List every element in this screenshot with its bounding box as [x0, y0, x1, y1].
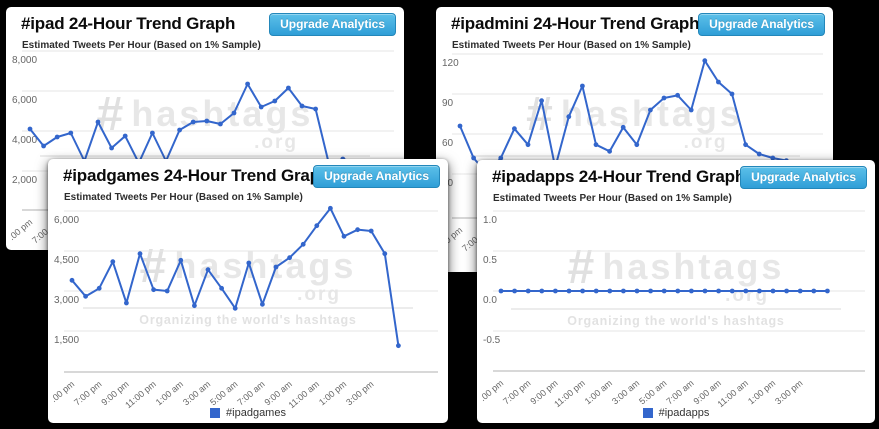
svg-text:6,000: 6,000	[54, 215, 79, 226]
svg-text:90: 90	[442, 98, 454, 109]
svg-text:-0.5: -0.5	[483, 335, 501, 346]
svg-text:7:00 am: 7:00 am	[235, 379, 266, 408]
svg-text:7:00 am: 7:00 am	[664, 378, 695, 407]
chart-subtitle: Estimated Tweets Per Hour (Based on 1% S…	[64, 192, 303, 203]
svg-text:11:00 pm: 11:00 pm	[123, 379, 158, 410]
panel-title: #ipadapps 24-Hour Trend Graph	[492, 167, 746, 186]
chart-legend: #ipadapps	[477, 407, 875, 419]
svg-text:4,500: 4,500	[54, 255, 79, 266]
svg-text:11:00 am: 11:00 am	[286, 379, 321, 410]
svg-text:0.5: 0.5	[483, 255, 497, 266]
svg-text:1.0: 1.0	[483, 215, 497, 226]
panel-ipadgames: # hashtags .org Organizing the world's ha…	[48, 159, 448, 423]
legend-label: #ipadapps	[658, 407, 710, 419]
svg-text:1:00 pm: 1:00 pm	[317, 379, 348, 408]
upgrade-analytics-button[interactable]: Upgrade Analytics	[313, 165, 440, 188]
svg-text:8,000: 8,000	[12, 55, 37, 66]
legend-swatch	[642, 408, 653, 418]
svg-text:7:00 pm: 7:00 pm	[501, 378, 532, 407]
svg-text:1,500: 1,500	[54, 335, 79, 346]
svg-text:3:00 am: 3:00 am	[610, 378, 641, 407]
svg-text:0.0: 0.0	[483, 295, 497, 306]
svg-text:11:00 am: 11:00 am	[715, 378, 750, 409]
svg-text:11:00 pm: 11:00 pm	[552, 378, 587, 409]
svg-text:1:00 am: 1:00 am	[583, 378, 614, 407]
panel-ipadapps: # hashtags .org Organizing the world's ha…	[477, 160, 875, 423]
panel-title: #ipad 24-Hour Trend Graph	[21, 14, 236, 33]
panel-title: #ipadgames 24-Hour Trend Graph	[63, 166, 331, 185]
legend-label: #ipadgames	[226, 407, 286, 419]
chart-subtitle: Estimated Tweets Per Hour (Based on 1% S…	[493, 193, 732, 204]
svg-text:3,000: 3,000	[54, 295, 79, 306]
svg-text:60: 60	[442, 138, 454, 149]
svg-text:6,000: 6,000	[12, 95, 37, 106]
upgrade-analytics-button[interactable]: Upgrade Analytics	[698, 13, 825, 36]
svg-text:5:00 am: 5:00 am	[208, 379, 239, 408]
svg-text:5:00 am: 5:00 am	[637, 378, 668, 407]
svg-text:3:00 am: 3:00 am	[181, 379, 212, 408]
upgrade-analytics-button[interactable]: Upgrade Analytics	[269, 13, 396, 36]
svg-text:1:00 am: 1:00 am	[154, 379, 185, 408]
svg-text:2,000: 2,000	[12, 175, 37, 186]
svg-text:7:00 pm: 7:00 pm	[72, 379, 103, 408]
svg-text:3:00 pm: 3:00 pm	[344, 379, 375, 408]
legend-swatch	[210, 408, 221, 418]
upgrade-analytics-button[interactable]: Upgrade Analytics	[740, 166, 867, 189]
chart-legend: #ipadgames	[48, 407, 448, 419]
svg-text:120: 120	[442, 58, 459, 69]
chart-subtitle: Estimated Tweets Per Hour (Based on 1% S…	[22, 40, 261, 51]
chart-subtitle: Estimated Tweets Per Hour (Based on 1% S…	[452, 40, 691, 51]
svg-text:4,000: 4,000	[12, 135, 37, 146]
panel-title: #ipadmini 24-Hour Trend Graph	[451, 14, 700, 33]
svg-text:1:00 pm: 1:00 pm	[746, 378, 777, 407]
svg-text:3:00 pm: 3:00 pm	[773, 378, 804, 407]
